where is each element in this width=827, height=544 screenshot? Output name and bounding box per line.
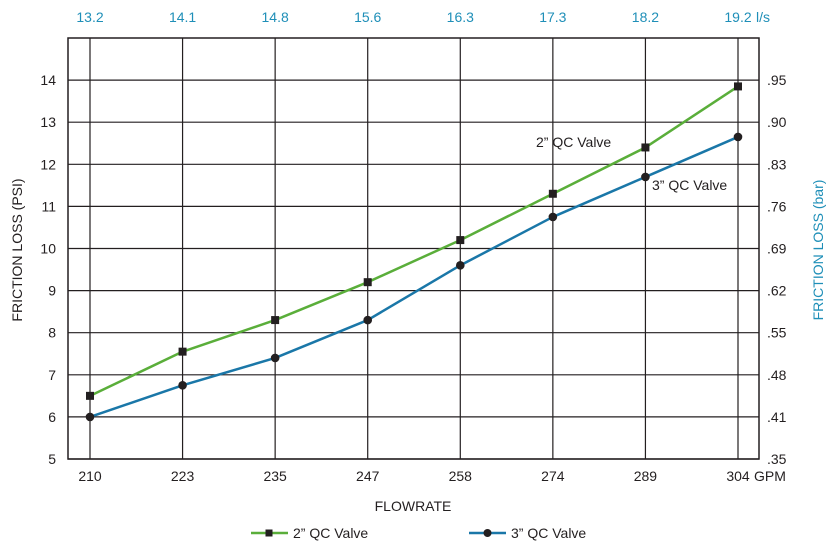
- right-axis-tick-label: .76: [767, 198, 787, 214]
- data-point-2in-qc-valve: [734, 82, 742, 91]
- data-point-3in-qc-valve: [270, 353, 280, 363]
- y-tick-label: 5: [48, 451, 56, 467]
- x-tick-label: 223: [171, 468, 195, 484]
- tick-labels: 210 223 235 247 258 274 289 304 GPM 13.2 14.1 14.8 1…: [40, 9, 786, 484]
- data-point-3in-qc-valve: [641, 172, 650, 182]
- legend-circle-marker-icon: [483, 529, 492, 537]
- x-axis-title: FLOWRATE: [375, 498, 452, 514]
- right-axis-tick-label: .90: [767, 114, 787, 130]
- plot-frame: [67, 37, 760, 460]
- x-tick-label: 235: [263, 468, 287, 484]
- top-axis-tick-label: 14.8: [262, 9, 289, 25]
- annotation-3in-qc-valve: 3” QC Valve: [652, 177, 727, 193]
- data-point-3in-qc-valve: [178, 381, 187, 390]
- data-point-2in-qc-valve: [271, 316, 280, 325]
- y-tick-label: 10: [40, 241, 56, 257]
- right-axis-tick-label: .95: [767, 72, 787, 88]
- top-axis-tick-label: 19.2: [724, 9, 751, 25]
- right-axis-tick-label: .55: [767, 325, 787, 341]
- y-tick-label: 13: [40, 114, 56, 130]
- data-point-2in-qc-valve: [641, 143, 650, 152]
- top-axis-unit-label: l/s: [756, 9, 770, 25]
- y-tick-label: 8: [48, 325, 56, 341]
- x-tick-label: 289: [634, 468, 658, 484]
- data-point-3in-qc-valve: [733, 132, 743, 142]
- y-tick-label: 9: [48, 283, 56, 299]
- top-axis-tick-label: 18.2: [632, 9, 659, 25]
- x-unit-label: GPM: [754, 468, 786, 484]
- data-point-3in-qc-valve: [85, 412, 95, 422]
- y-tick-label: 7: [48, 367, 56, 383]
- y-tick-label: 14: [40, 72, 56, 88]
- y-axis-title-right: FRICTION LOSS (bar): [810, 180, 826, 321]
- right-axis-tick-label: .62: [767, 283, 787, 299]
- top-axis-tick-label: 13.2: [76, 9, 103, 25]
- data-point-3in-qc-valve: [455, 261, 465, 270]
- y-tick-label: 11: [41, 198, 56, 214]
- legend-square-marker-icon: [265, 529, 273, 537]
- y-tick-label: 12: [40, 156, 56, 172]
- legend: 2” QC Valve 3” QC Valve: [251, 525, 586, 541]
- y-axis-title-left: FRICTION LOSS (PSI): [9, 178, 25, 321]
- x-tick-label: 247: [356, 468, 380, 484]
- series-line-3in-qc-valve: [89, 135, 739, 419]
- x-tick-label: 258: [449, 468, 473, 484]
- right-axis-tick-label: .83: [767, 156, 787, 172]
- legend-label-2in: 2” QC Valve: [293, 525, 368, 541]
- right-axis-tick-label: .41: [767, 409, 787, 425]
- grid-lines: [68, 38, 759, 460]
- data-point-3in-qc-valve: [548, 212, 558, 222]
- x-tick-label: 274: [541, 468, 565, 484]
- series-line-2in-qc-valve: [89, 85, 739, 397]
- data-point-2in-qc-valve: [178, 347, 187, 356]
- data-point-2in-qc-valve: [548, 189, 557, 198]
- legend-label-3in: 3” QC Valve: [511, 525, 586, 541]
- data-point-2in-qc-valve: [363, 278, 372, 287]
- right-axis-tick-label: .48: [767, 367, 787, 383]
- data-point-2in-qc-valve: [86, 391, 94, 400]
- y-tick-label: 6: [48, 409, 56, 425]
- x-tick-label: 210: [78, 468, 102, 484]
- top-axis-tick-label: 15.6: [354, 9, 381, 25]
- data-point-2in-qc-valve: [456, 236, 465, 245]
- x-tick-label: 304: [726, 468, 750, 484]
- series-layer: [85, 82, 743, 422]
- right-axis-tick-label: .69: [767, 241, 787, 257]
- top-axis-tick-label: 16.3: [447, 9, 474, 25]
- annotation-2in-qc-valve: 2” QC Valve: [536, 134, 611, 150]
- data-point-3in-qc-valve: [363, 315, 373, 325]
- top-axis-tick-label: 14.1: [169, 9, 196, 25]
- right-axis-tick-label: .35: [767, 451, 787, 467]
- top-axis-tick-label: 17.3: [539, 9, 566, 25]
